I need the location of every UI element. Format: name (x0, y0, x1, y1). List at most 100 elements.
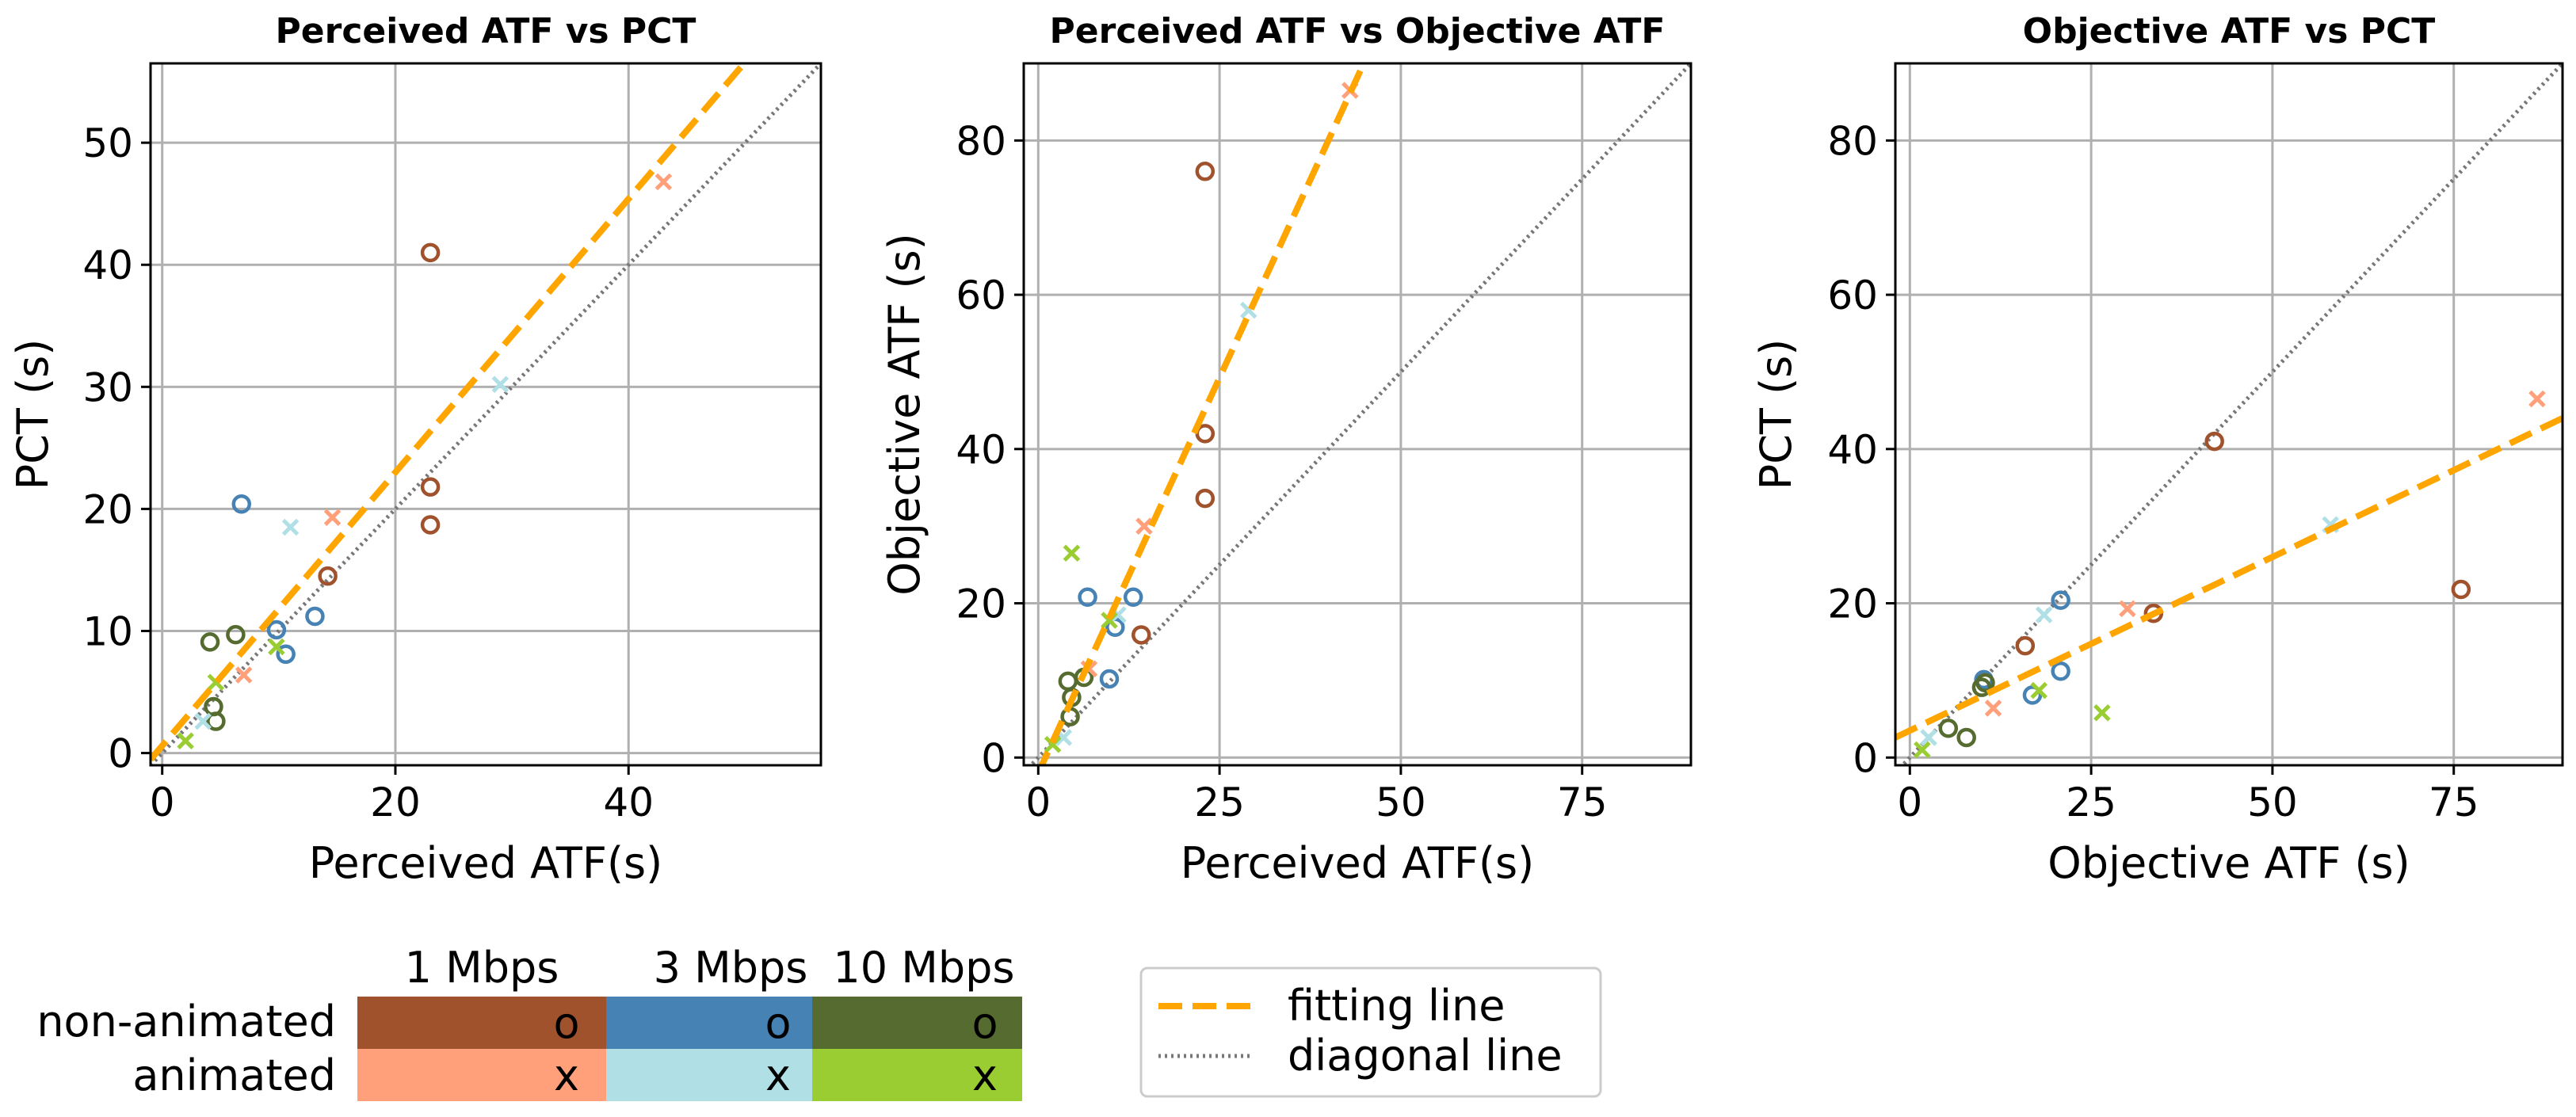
x-tick-label: 75 (1557, 780, 1608, 825)
x-tick-label: 25 (2066, 780, 2116, 825)
data-point-cross (654, 173, 673, 191)
y-tick-label: 40 (1827, 427, 1878, 473)
data-point-circle (1195, 488, 1215, 509)
y-tick-label: 60 (1827, 273, 1878, 318)
data-point-circle (1058, 671, 1078, 692)
data-point-circle (2015, 635, 2036, 656)
legend-swatch-non-animated-1mbps (357, 997, 606, 1049)
y-tick-label: 20 (1827, 581, 1878, 627)
data-point-circle (305, 606, 325, 627)
legend-swatch-animated-3mbps (606, 1049, 812, 1101)
y-tick-label: 60 (956, 273, 1006, 318)
y-tick-label: 0 (981, 735, 1006, 781)
legend-fitting-line-label: fitting line (1288, 981, 1505, 1031)
y-tick-label: 80 (956, 118, 1006, 164)
chart-3-x-axis-label: Objective ATF (s) (2047, 838, 2410, 888)
data-point-cross (1914, 741, 1931, 759)
legend-column-1mbps: 1 Mbps (405, 943, 559, 993)
y-tick-label: 40 (82, 242, 133, 288)
data-point-circle (276, 644, 296, 665)
fitting-line (1038, 63, 1368, 765)
data-point-circle (2051, 590, 2070, 610)
chart-2-frame (1022, 62, 1693, 767)
legend-swatch-non-animated-10mbps (812, 997, 1022, 1049)
chart-3-points (1914, 390, 2546, 759)
data-point-circle (206, 711, 226, 731)
data-point-circle (1132, 625, 1151, 645)
chart-panel-1: Perceived ATF vs PCT 0 20 40 0 10 20 30 40 50 Pe… (8, 11, 822, 888)
chart-2-fitting-line (1038, 63, 1368, 765)
chart-1-x-axis-label: Perceived ATF(s) (309, 838, 662, 888)
data-point-circle (2051, 661, 2070, 681)
data-point-cross (1920, 729, 1937, 746)
data-point-cross (1101, 612, 1118, 629)
legend-swatch-non-animated-3mbps (606, 997, 812, 1049)
data-point-circle (231, 494, 252, 514)
legend-marker-x-1mbps: x (554, 1050, 579, 1100)
legend-row-animated: animated (132, 1050, 336, 1100)
data-point-circle (420, 515, 441, 535)
chart-1-title: Perceived ATF vs PCT (276, 11, 696, 51)
line-legend: fitting line diagonal line (1139, 966, 1602, 1098)
fitting-line (151, 63, 749, 762)
data-point-circle (200, 632, 220, 652)
legend-marker-o-10mbps: o (971, 998, 998, 1048)
data-point-cross (235, 666, 253, 684)
data-point-cross (1984, 700, 2002, 717)
legend-marker-o-3mbps: o (765, 998, 791, 1048)
chart-3-grid (1895, 63, 2563, 765)
chart-3-ticks: 0 25 50 75 0 20 40 60 80 (1827, 118, 2479, 825)
chart-2-y-axis-label: Objective ATF (s) (880, 233, 929, 595)
chart-3-frame (1894, 62, 2564, 767)
chart-2-diagonal-line (1028, 63, 1691, 765)
y-tick-label: 20 (956, 581, 1006, 627)
x-tick-label: 50 (2247, 780, 2298, 825)
chart-3-title: Objective ATF vs PCT (2023, 11, 2436, 51)
data-point-cross (2035, 606, 2053, 623)
data-point-cross (2528, 390, 2546, 408)
data-point-circle (266, 619, 287, 640)
data-point-cross (281, 518, 300, 536)
data-point-circle (2022, 685, 2043, 705)
data-point-cross (1044, 735, 1062, 753)
data-point-cross (2030, 681, 2047, 700)
data-point-circle (1938, 719, 1959, 738)
data-point-cross (323, 509, 342, 526)
x-tick-label: 0 (1025, 780, 1051, 825)
chart-3-y-axis-label: PCT (s) (1751, 339, 1801, 490)
x-tick-label: 75 (2429, 780, 2479, 825)
data-point-circle (1956, 727, 1976, 748)
data-point-circle (1971, 677, 1992, 697)
chart-1-diagonal-line (151, 63, 821, 765)
chart-1-points (177, 173, 673, 749)
legend-marker-o-1mbps: o (553, 998, 579, 1048)
data-point-cross (1063, 544, 1081, 562)
diagonal-line (1899, 63, 2563, 765)
chart-2-points (1044, 82, 1359, 753)
chart-2-title: Perceived ATF vs Objective ATF (1050, 11, 1666, 51)
chart-panel-3: Objective ATF vs PCT 0 25 50 75 0 20 40 60 80 Ob… (1751, 11, 2564, 888)
y-tick-label: 30 (82, 364, 133, 410)
chart-1-y-axis-label: PCT (s) (8, 339, 58, 490)
data-point-cross (268, 638, 285, 656)
data-point-circle (1078, 587, 1097, 607)
data-point-circle (1099, 669, 1120, 689)
x-tick-label: 50 (1376, 780, 1426, 825)
data-point-cross (491, 376, 509, 394)
y-tick-label: 10 (82, 609, 133, 655)
x-tick-label: 25 (1194, 780, 1245, 825)
x-tick-label: 40 (603, 780, 654, 825)
line-legend-box (1139, 966, 1602, 1098)
data-point-cross (194, 712, 212, 730)
data-point-cross (2093, 704, 2111, 722)
x-tick-label: 20 (370, 780, 421, 825)
data-point-cross (2119, 600, 2136, 618)
chart-2-grid (1024, 63, 1691, 765)
x-tick-label: 0 (150, 780, 175, 825)
legend-marker-x-3mbps: x (765, 1050, 791, 1100)
y-tick-label: 40 (956, 427, 1006, 473)
data-point-cross (177, 732, 194, 749)
data-point-cross (1135, 517, 1153, 535)
group-legend: 1 Mbps 3 Mbps 10 Mbps non-animated anima… (36, 943, 1022, 1101)
